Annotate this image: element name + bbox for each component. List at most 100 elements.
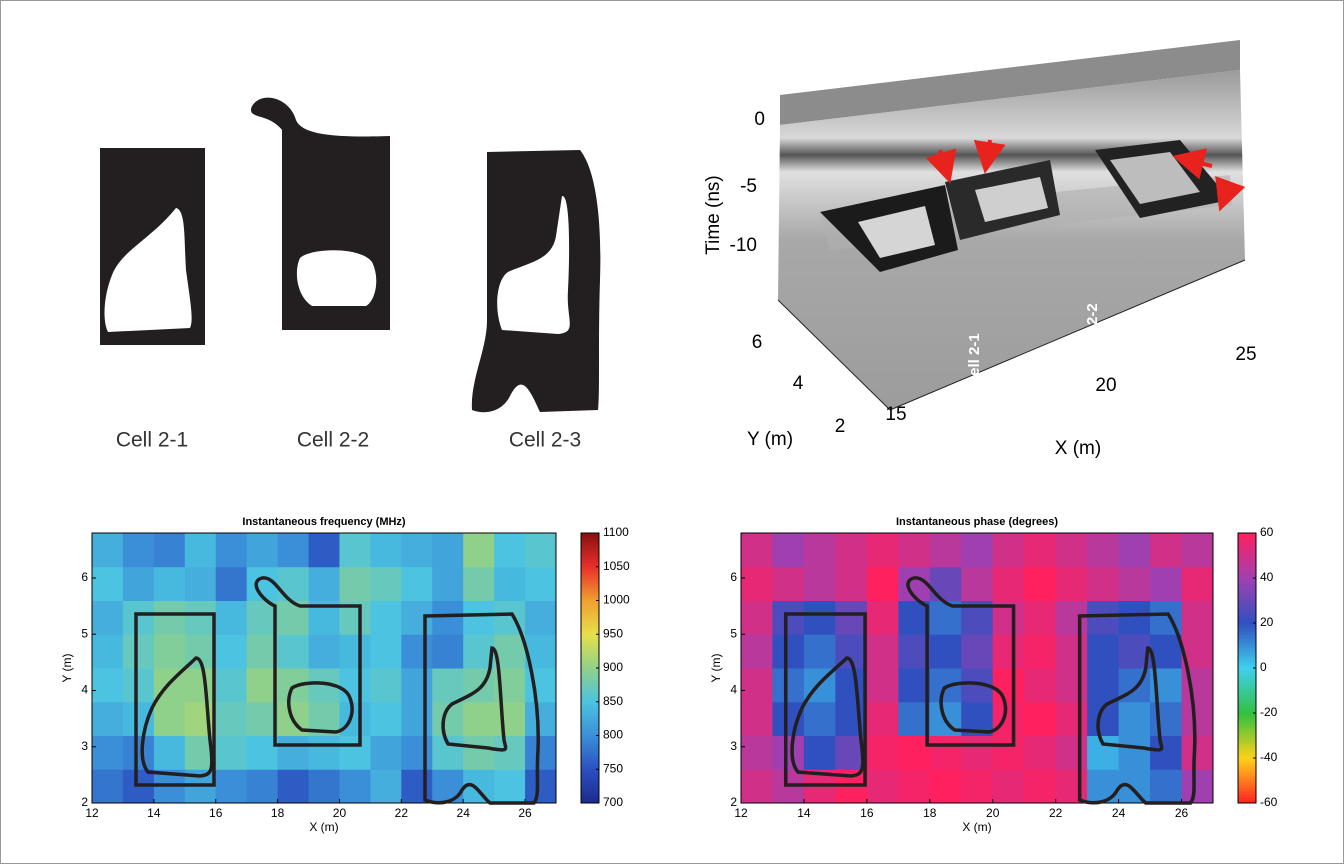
heat-cell xyxy=(1119,736,1151,770)
colorbar-swatch xyxy=(581,596,599,600)
colorbar-swatch xyxy=(581,539,599,543)
colorbar-swatch xyxy=(1238,662,1256,666)
colorbar-swatch xyxy=(1238,719,1256,723)
heat-cell xyxy=(1056,769,1088,803)
x-tick-label: 25 xyxy=(1235,344,1256,365)
colorbar-swatch xyxy=(1238,737,1256,741)
heat-cell xyxy=(961,567,993,601)
colorbar-swatch xyxy=(581,542,599,546)
figure-canvas: Cell 2-1 Cell 2-2 Cell 2-3 0-5-10Time (n… xyxy=(0,0,1344,864)
colorbar-swatch xyxy=(1238,554,1256,558)
heat-cell xyxy=(216,601,247,635)
colorbar-swatch xyxy=(581,746,599,750)
colorbar-swatch xyxy=(1238,686,1256,690)
colorbar-swatch xyxy=(581,626,599,630)
colorbar-tick-label: 800 xyxy=(603,728,623,742)
colorbar-swatch xyxy=(1238,650,1256,654)
colorbar-swatch xyxy=(1238,656,1256,660)
heat-cell xyxy=(867,634,899,668)
heat-cell xyxy=(804,702,836,736)
colorbar-swatch xyxy=(581,779,599,783)
colorbar-swatch xyxy=(581,791,599,795)
cell-shapes xyxy=(100,98,600,413)
heat-cell xyxy=(401,769,432,803)
heat-cell xyxy=(772,668,804,702)
heat-cell xyxy=(835,567,867,601)
y-tick-label: 4 xyxy=(81,683,88,697)
gpr-volume xyxy=(730,40,1245,410)
x-tick-label: 18 xyxy=(271,806,285,820)
heat-cell xyxy=(463,533,494,567)
heat-cell xyxy=(1182,601,1214,635)
heat-cell xyxy=(494,769,525,803)
colorbar-swatch xyxy=(581,695,599,699)
heat-cell xyxy=(930,736,962,770)
colorbar-swatch xyxy=(581,647,599,651)
colorbar-swatch xyxy=(1238,557,1256,561)
heat-cell xyxy=(92,533,123,567)
heat-cell xyxy=(370,702,401,736)
colorbar-swatch xyxy=(581,704,599,708)
y-tick-label: 2 xyxy=(730,795,737,809)
heat-cell xyxy=(1119,702,1151,736)
y-axis-label: Y (m) xyxy=(747,429,793,450)
heat-cell xyxy=(867,702,899,736)
heat-cell xyxy=(1087,634,1119,668)
heat-cell xyxy=(772,567,804,601)
heat-cell xyxy=(930,567,962,601)
heat-cell xyxy=(401,634,432,668)
heat-cell xyxy=(898,769,930,803)
colorbar-swatch xyxy=(1238,740,1256,744)
heat-cell xyxy=(1024,567,1056,601)
heat-cell xyxy=(432,567,463,601)
colorbar-swatch xyxy=(1238,599,1256,603)
colorbar-swatch xyxy=(1238,689,1256,693)
colorbar-swatch xyxy=(581,608,599,612)
heat-cell xyxy=(961,736,993,770)
heat-cell xyxy=(835,601,867,635)
colorbar-swatch xyxy=(1238,722,1256,726)
colorbar-swatch xyxy=(581,641,599,645)
colorbar-swatch xyxy=(581,581,599,585)
heat-cell xyxy=(1056,702,1088,736)
y-tick-label: 6 xyxy=(81,570,88,584)
heat-cell xyxy=(525,533,556,567)
colorbar-swatch xyxy=(1238,797,1256,801)
heat-cell xyxy=(309,567,340,601)
heat-cell xyxy=(867,769,899,803)
heat-cell xyxy=(1119,533,1151,567)
colorbar-swatch xyxy=(581,557,599,561)
x-tick-label: 16 xyxy=(860,806,874,820)
heat-cell xyxy=(525,567,556,601)
colorbar-swatch xyxy=(1238,560,1256,564)
colorbar-swatch xyxy=(1238,791,1256,795)
colorbar-swatch xyxy=(581,563,599,567)
heat-cell xyxy=(1150,533,1182,567)
heat-cell xyxy=(432,533,463,567)
heat-cell xyxy=(741,736,773,770)
colorbar-swatch xyxy=(1238,674,1256,678)
heat-cell xyxy=(247,533,278,567)
heat-cell xyxy=(401,736,432,770)
heat-cell xyxy=(867,533,899,567)
heat-cell xyxy=(494,533,525,567)
colorbar-swatch xyxy=(1238,641,1256,645)
colorbar-swatch xyxy=(1238,728,1256,732)
heat-cell xyxy=(867,668,899,702)
colorbar-swatch xyxy=(1238,539,1256,543)
heat-cell xyxy=(772,601,804,635)
heat-cell xyxy=(339,769,370,803)
heat-cell xyxy=(1056,533,1088,567)
heat-cell xyxy=(339,567,370,601)
y-tick-label: 4 xyxy=(793,373,804,394)
cell-caption: Cell 2-3 xyxy=(509,429,581,452)
colorbar-swatch xyxy=(581,752,599,756)
heat-cell xyxy=(1024,668,1056,702)
y-axis-label: Y (m) xyxy=(709,653,723,682)
heat-cell xyxy=(278,769,309,803)
heat-cell xyxy=(1087,601,1119,635)
heat-cell xyxy=(339,736,370,770)
heat-cell xyxy=(772,702,804,736)
colorbar-swatch xyxy=(581,554,599,558)
heat-cell xyxy=(741,533,773,567)
